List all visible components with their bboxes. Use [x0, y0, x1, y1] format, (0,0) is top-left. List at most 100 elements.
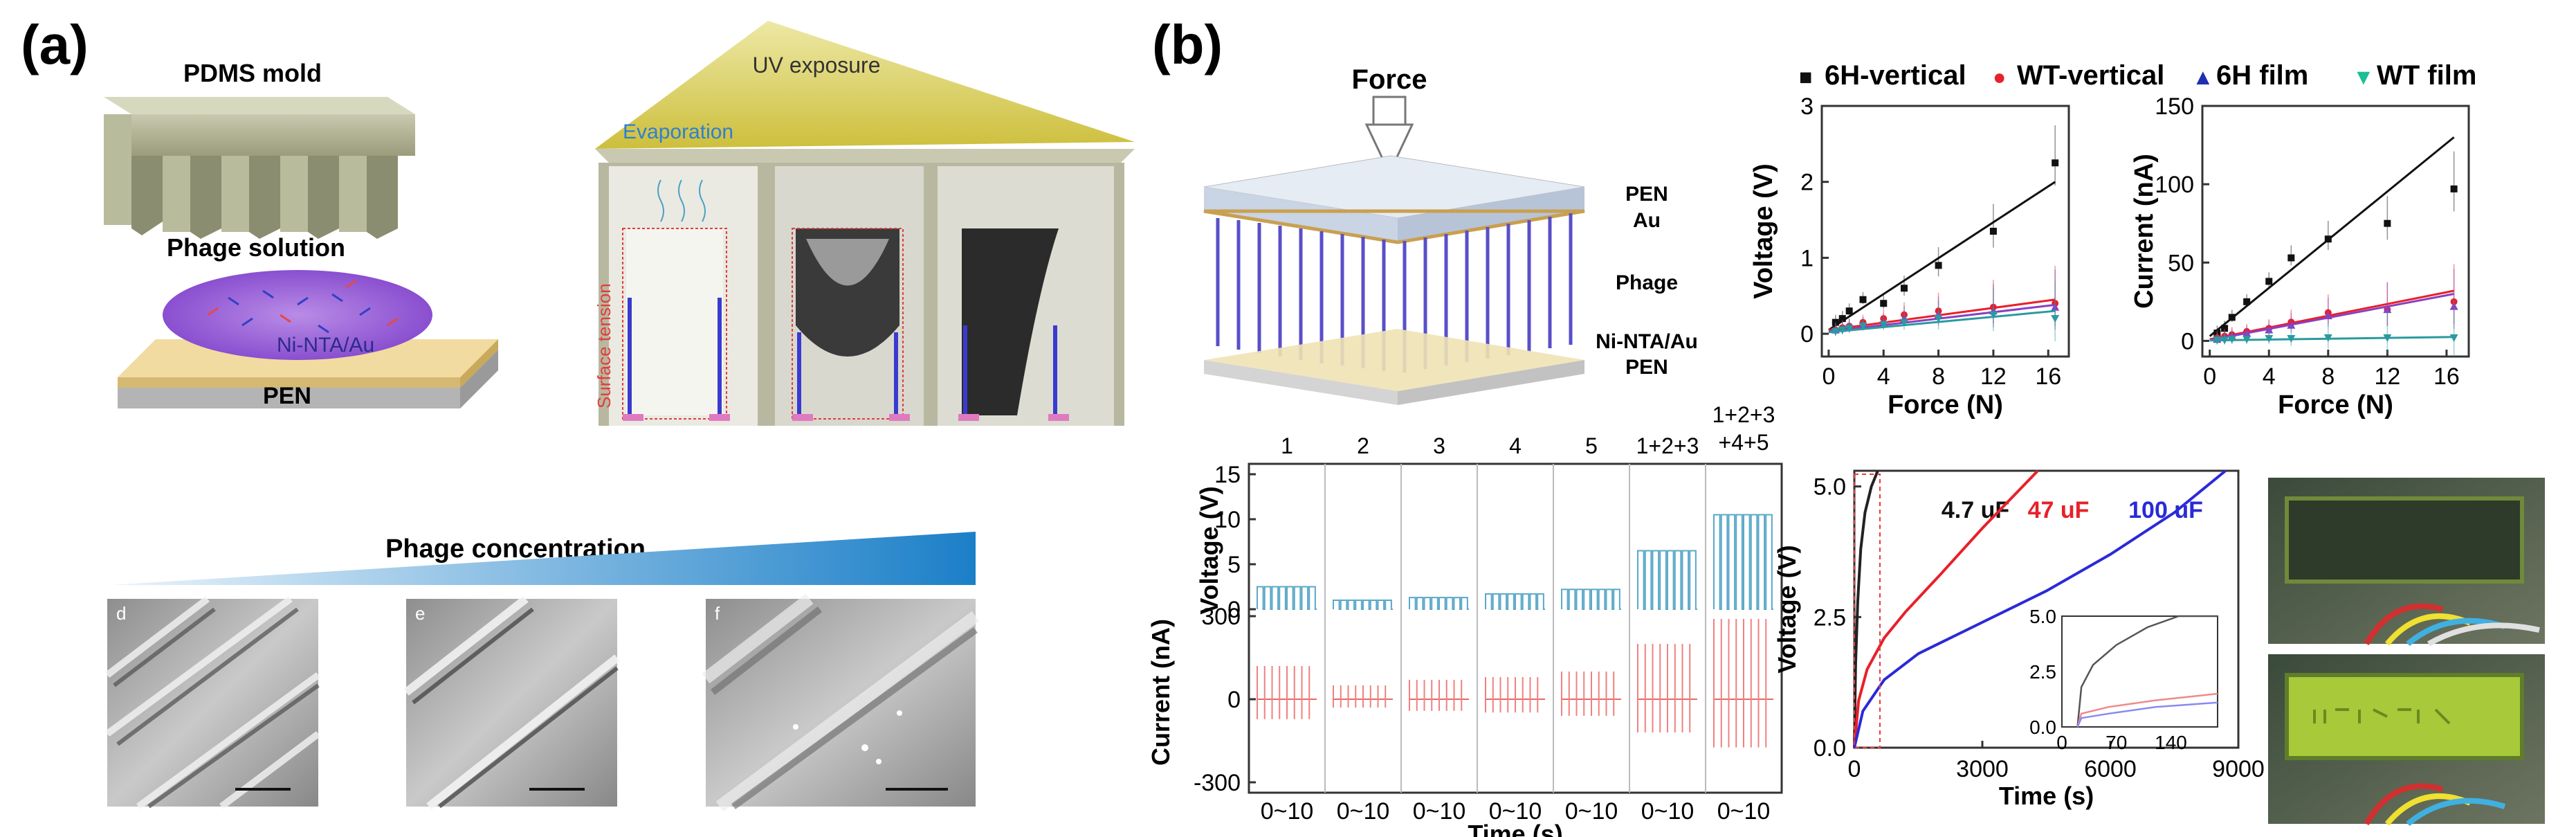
voltage-trace	[1333, 600, 1393, 610]
sem-image-d: d	[104, 595, 320, 810]
legend-label-wt-film: WT film	[2377, 60, 2476, 91]
data-point	[1900, 318, 1908, 327]
data-point	[1858, 323, 1867, 331]
data-point	[1989, 228, 1997, 235]
legend-marker-6h-vertical: ■	[1799, 64, 1812, 89]
inset-frame	[2061, 615, 2218, 728]
data-point	[2265, 278, 2273, 285]
data-point	[2287, 321, 2296, 329]
y-axis-label-current: Current (nA)	[1147, 619, 1175, 766]
current-tick-label: -300	[1194, 770, 1241, 796]
x-tick-label: 4	[2263, 363, 2276, 390]
data-point	[2287, 334, 2296, 343]
y-axis-label: Current (nA)	[2130, 154, 2159, 309]
data-point	[2213, 330, 2221, 337]
x-tick-label: 12	[2374, 363, 2400, 390]
evaporation-label: Evaporation	[623, 120, 733, 143]
plot-frame	[1820, 105, 2070, 358]
column-label: 1	[1281, 433, 1293, 458]
x-tick-label: 0~10	[1489, 798, 1542, 825]
data-point	[2383, 334, 2392, 342]
phage-solution-label: Phage solution	[167, 233, 345, 262]
column-label: 4	[1509, 433, 1522, 458]
legend-label-wt-vertical: WT-vertical	[2017, 60, 2164, 91]
data-point	[1989, 311, 1998, 319]
inset-x-tick-label: 70	[2105, 732, 2127, 753]
sem-label-f: f	[715, 603, 720, 624]
x-tick-label: 0~10	[1337, 798, 1390, 825]
data-point	[2323, 334, 2332, 342]
data-point	[2213, 336, 2222, 345]
plot-frame	[1248, 462, 1783, 794]
panel-label-b: (b)	[1152, 14, 1223, 75]
data-point	[2051, 303, 2060, 311]
voltage-trace	[1713, 514, 1773, 610]
data-point	[1880, 300, 1888, 307]
data-point	[2242, 329, 2251, 337]
y-axis-label: Voltage (V)	[1773, 545, 1801, 673]
x-tick-label: 0~10	[1717, 798, 1771, 825]
pen-label-a: PEN	[263, 383, 311, 409]
data-point	[2449, 302, 2458, 310]
data-point	[2227, 336, 2236, 344]
legend-marker-wt-vertical: ●	[1993, 64, 2006, 89]
fit-line	[2209, 293, 2454, 341]
lcd-photo-on	[2268, 654, 2545, 827]
plot-frame	[1853, 469, 2240, 749]
layer-label-ni-nta-au: Ni-NTA/Au	[1596, 330, 1698, 353]
voltage-trace	[1409, 597, 1469, 610]
x-tick-label: 16	[2433, 363, 2460, 390]
device-schematic: Force PEN Au Phage Ni-NTA/Au PEN	[1203, 64, 1698, 405]
x-tick-label: 9000	[2212, 756, 2265, 782]
inset-y-tick-label: 5.0	[2029, 606, 2056, 627]
x-tick-label: 0~10	[1641, 798, 1695, 825]
data-point	[1859, 296, 1867, 303]
current-tick-label: 300	[1201, 604, 1241, 630]
data-point	[2243, 298, 2251, 305]
x-tick-label: 0~10	[1565, 798, 1618, 825]
sem-image-e: e	[403, 595, 620, 810]
phage-droplet	[163, 270, 432, 360]
y-tick-label: 1	[1800, 245, 1814, 271]
force-label: Force	[1352, 64, 1427, 95]
data-point	[2052, 159, 2059, 167]
inset-curve	[2076, 701, 2218, 728]
legend: ■ 6H-vertical ● WT-vertical ▲ 6H film ▼ …	[1799, 60, 2476, 91]
column-label: 5	[1585, 433, 1598, 458]
data-point	[2220, 336, 2229, 345]
x-tick-label: 0	[2203, 363, 2216, 390]
x-axis-label: Time (s)	[1468, 820, 1562, 837]
data-point	[1845, 325, 1854, 333]
data-point	[1901, 285, 1908, 292]
layer-label-au: Au	[1633, 209, 1661, 232]
voltage-trace	[1637, 550, 1697, 610]
fit-line	[1828, 309, 2056, 334]
y-tick-label: 150	[2155, 93, 2194, 120]
voltage-tick-label: 0	[1227, 597, 1241, 623]
force-arrow-icon	[1364, 96, 1414, 176]
data-point	[2265, 334, 2274, 343]
data-point	[1838, 315, 1846, 323]
x-tick-label: 16	[2035, 363, 2061, 390]
x-tick-label: 4	[1877, 363, 1890, 390]
data-point	[2384, 219, 2391, 227]
fit-line	[2209, 289, 2454, 341]
column-label: 3	[1433, 433, 1445, 458]
voltage-trace	[1561, 588, 1621, 610]
data-point	[2287, 254, 2295, 262]
y-axis-label: Voltage (V)	[1749, 163, 1778, 299]
sem-image-f: f	[702, 593, 980, 812]
data-point	[2265, 325, 2274, 334]
data-point	[2449, 334, 2458, 342]
layer-label-pen-top: PEN	[1625, 183, 1668, 206]
lcd-photo-off	[2268, 478, 2545, 647]
data-point	[2324, 235, 2332, 243]
capacitor-charging-chart: 0 3000 6000 9000 0.0 2.5 5.0 Time (s) Voltage (V…	[1773, 469, 2265, 810]
fit-line	[2209, 336, 2454, 342]
current-vs-force-chart: 0 4 8 12 16 0 50 100 150 Force (N) Current (nA)	[2130, 93, 2470, 420]
x-axis-label: Force (N)	[2278, 390, 2393, 420]
inset-y-tick-label: 0.0	[2029, 717, 2056, 738]
ni-nta-au-label: Ni-NTA/Au	[277, 334, 374, 357]
